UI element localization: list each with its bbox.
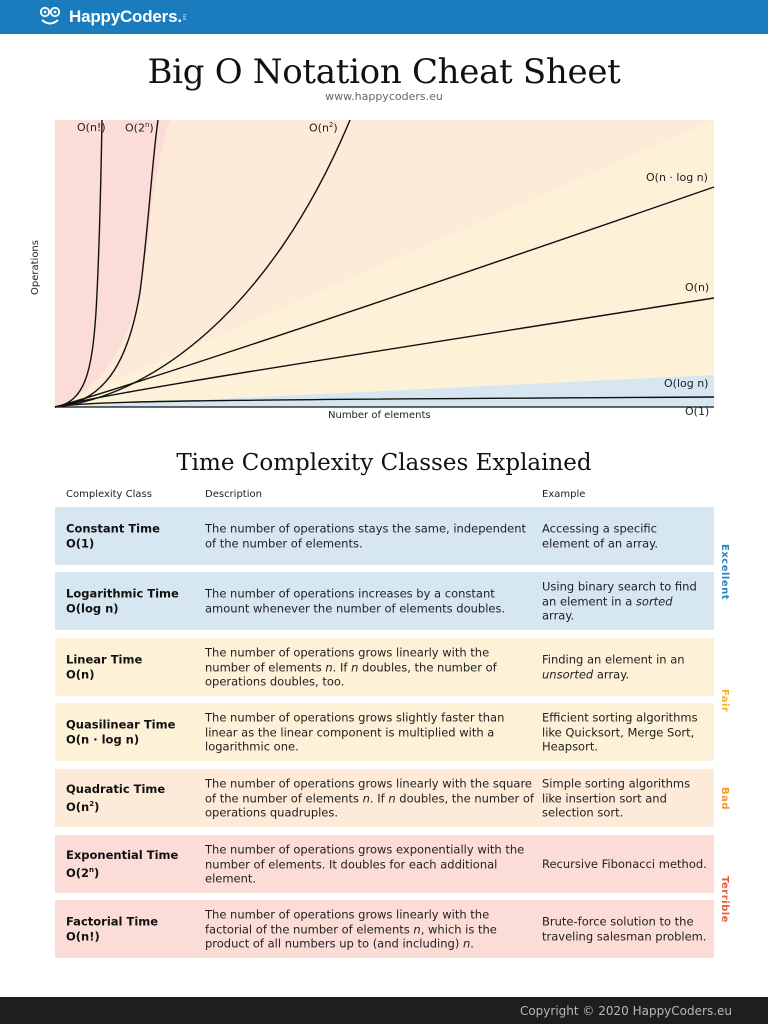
region-terrible [55,120,170,407]
chart-plot-area [54,119,715,408]
header-example: Example [542,489,586,500]
header-complexity-class: Complexity Class [66,489,152,500]
rating-excellent: Excellent [719,544,730,601]
table-row-exponential: Exponential Time O(2n) The number of oper… [55,835,714,893]
curve-o-2-pow-n [54,119,159,408]
description: The number of operations grows linearly … [205,776,534,820]
region-bad [55,120,714,407]
complexity-class: Linear Time O(n) [66,652,143,682]
example: Using binary search to find an element i… [542,579,697,623]
complexity-class: Quasilinear Time O(n · log n) [66,717,176,747]
description: The number of operations grows slightly … [205,710,505,754]
table-row-constant: Constant Time O(1) The number of operatio… [55,507,714,565]
label-o-n: O(n) [685,281,710,294]
table-row-factorial: Factorial Time O(n!) The number of operat… [55,900,714,958]
table-row-logarithmic: Logarithmic Time O(log n) The number of o… [55,572,714,630]
table-row-quadratic: Quadratic Time O(n2) The number of operat… [55,769,714,827]
curve-o-n-squared [54,119,351,408]
curve-o-n-factorial [54,119,103,408]
label-o-n-squared: O(n2) [309,121,338,135]
description: The number of operations increases by a … [205,586,506,616]
complexity-class: Exponential Time O(2n) [66,848,179,880]
section-title: Time Complexity Classes Explained [176,450,592,476]
label-o-n-log-n: O(n · log n) [646,171,708,184]
page-subtitle-url: www.happycoders.eu [325,90,443,103]
example: Accessing a specific element of an array… [542,521,658,551]
x-axis-label: Number of elements [328,410,431,421]
example: Recursive Fibonacci method. [542,856,707,871]
rating-bad: Bad [719,787,730,811]
curve-o-log-n [54,396,715,408]
complexity-class: Factorial Time O(n!) [66,914,159,944]
example: Brute-force solution to the traveling sa… [542,914,707,944]
description: The number of operations stays the same,… [205,521,527,551]
top-bar: HappyCoders. eu [0,0,768,34]
example: Simple sorting algorithms like insertion… [542,776,691,820]
brand-tld: eu [181,13,188,21]
footer: Copyright © 2020 HappyCoders.eu [0,997,768,1024]
header-description: Description [205,489,262,500]
big-o-complexity-chart: O(n!) O(2n) O(n2) O(n · log n) O(n) O(lo… [30,112,730,432]
label-o-2-pow-n: O(2n) [125,121,154,135]
complexity-class: Logarithmic Time O(log n) [66,586,179,616]
table-row-quasilinear: Quasilinear Time O(n · log n) The number … [55,703,714,761]
label-o-log-n: O(log n) [664,377,709,390]
example: Finding an element in an unsorted array. [542,652,685,682]
description: The number of operations grows linearly … [205,645,497,689]
happycoders-logo[interactable]: HappyCoders. eu [38,5,188,29]
y-axis-label: Operations [29,240,41,295]
brand-name: HappyCoders. [69,7,182,26]
region-excellent [55,375,714,407]
label-o-1: O(1) [685,405,710,418]
complexity-class: Quadratic Time O(n2) [66,782,166,814]
smiley-glasses-icon [38,6,66,28]
table-header: Complexity Class Description Example [55,489,715,503]
table-row-linear: Linear Time O(n) The number of operations… [55,638,714,696]
description: The number of operations grows linearly … [205,907,497,951]
copyright-text: Copyright © 2020 HappyCoders.eu [519,1004,732,1018]
page-title: Big O Notation Cheat Sheet [147,52,621,92]
rating-fair: Fair [719,689,730,713]
rating-terrible: Terrible [719,876,730,923]
complexity-class: Constant Time O(1) [66,521,160,551]
label-o-n-factorial: O(n!) [77,121,106,134]
example: Efficient sorting algorithms like Quicks… [542,710,698,754]
description: The number of operations grows exponenti… [205,842,525,886]
